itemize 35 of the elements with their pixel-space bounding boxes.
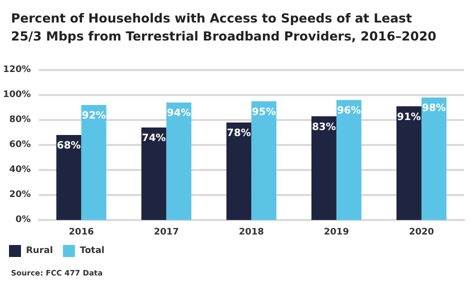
- bar: [141, 128, 166, 220]
- y-tick-label: 0%: [16, 215, 31, 225]
- y-tick-label: 100%: [2, 90, 31, 100]
- data-label: 94%: [166, 108, 191, 119]
- bar: [81, 105, 106, 220]
- bar: [226, 122, 252, 220]
- x-tick-label: 2020: [408, 228, 434, 238]
- y-tick-label: 120%: [2, 65, 31, 75]
- x-tick-label: 2016: [68, 228, 94, 238]
- y-tick-label: 60%: [9, 140, 31, 150]
- y-tick-label: 80%: [9, 115, 31, 125]
- x-tick-label: 2017: [154, 228, 179, 238]
- y-tick-label: 40%: [9, 165, 31, 175]
- bar: [251, 101, 276, 220]
- bar: [56, 135, 82, 220]
- y-tick-label: 20%: [9, 190, 31, 200]
- x-tick-label: 2018: [238, 228, 264, 238]
- data-label: 96%: [336, 106, 361, 116]
- legend-label: Total: [80, 246, 105, 256]
- data-label: 74%: [142, 133, 166, 144]
- data-label: 98%: [422, 103, 446, 114]
- bar: [311, 116, 336, 220]
- data-label: 83%: [312, 122, 336, 133]
- bar: [421, 98, 446, 220]
- x-tick-label: 2019: [324, 228, 349, 238]
- data-label: 95%: [252, 106, 276, 118]
- bar: [166, 102, 192, 220]
- chart-title: Percent of Households with Access to Speeds of at Least 25/3 Mbps from Terrestrial Broadband Providers, 2016–2020: [11, 10, 437, 44]
- data-label: 92%: [82, 110, 106, 122]
- bar: [336, 100, 362, 220]
- data-label: 78%: [226, 128, 251, 139]
- bar: [396, 106, 422, 220]
- data-label: 68%: [56, 140, 81, 152]
- legend-label: Rural: [26, 246, 53, 256]
- data-label: 91%: [397, 112, 421, 123]
